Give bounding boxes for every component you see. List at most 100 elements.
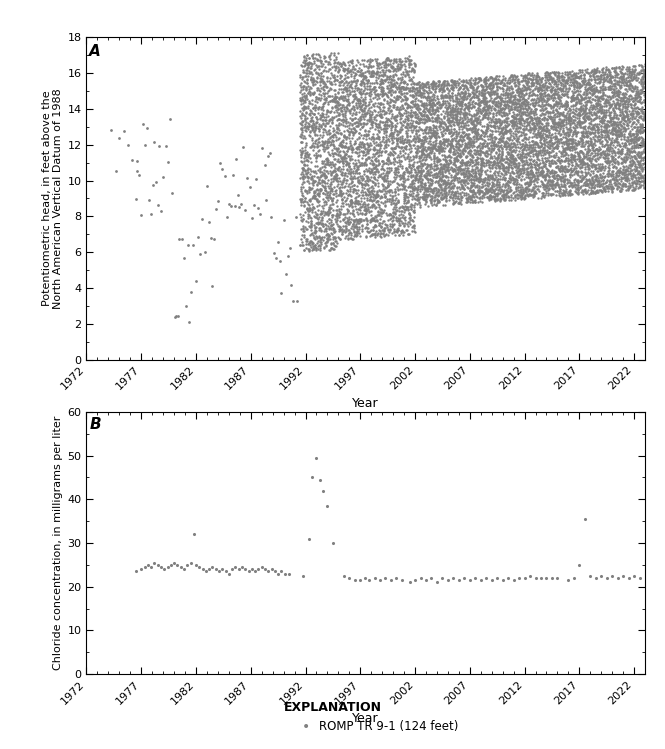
- Point: [415, 80, 426, 92]
- Point: [398, 137, 409, 149]
- Point: [519, 84, 529, 96]
- Point: [612, 180, 622, 192]
- Point: [553, 160, 563, 172]
- Point: [444, 94, 455, 106]
- Point: [392, 82, 402, 94]
- Point: [513, 159, 524, 171]
- Point: [384, 193, 394, 205]
- Point: [384, 208, 394, 220]
- Point: [296, 112, 307, 124]
- Point: [468, 88, 479, 100]
- Point: [513, 160, 523, 172]
- Point: [443, 161, 454, 173]
- Point: [476, 178, 487, 189]
- Point: [491, 70, 502, 82]
- Point: [426, 174, 436, 186]
- Point: [427, 145, 438, 157]
- Point: [551, 118, 562, 130]
- Point: [640, 114, 650, 126]
- Point: [615, 178, 626, 189]
- Point: [456, 106, 466, 118]
- Point: [377, 76, 388, 88]
- Point: [317, 175, 327, 187]
- Point: [446, 126, 456, 138]
- Point: [549, 118, 560, 130]
- Point: [358, 141, 368, 153]
- Point: [382, 169, 392, 181]
- Point: [376, 204, 386, 216]
- Point: [598, 97, 609, 109]
- Point: [348, 213, 358, 225]
- Point: [551, 97, 561, 109]
- Point: [387, 145, 398, 157]
- Point: [548, 88, 559, 100]
- Point: [512, 163, 523, 175]
- Point: [325, 233, 335, 245]
- Point: [636, 112, 646, 124]
- Point: [567, 110, 578, 122]
- Point: [593, 157, 604, 169]
- Point: [565, 104, 575, 116]
- Point: [431, 82, 442, 94]
- Point: [318, 219, 329, 231]
- Point: [344, 105, 355, 117]
- Point: [503, 183, 513, 195]
- Point: [585, 100, 596, 112]
- Point: [567, 136, 578, 148]
- Point: [460, 112, 470, 124]
- Point: [553, 118, 564, 130]
- Point: [376, 191, 386, 203]
- Point: [297, 229, 307, 241]
- Point: [620, 72, 631, 84]
- Point: [432, 127, 443, 139]
- Point: [477, 157, 487, 169]
- Point: [384, 184, 394, 196]
- Point: [562, 138, 573, 150]
- Point: [430, 139, 441, 151]
- Point: [315, 76, 325, 88]
- Point: [540, 88, 551, 100]
- Point: [554, 164, 565, 176]
- Point: [620, 105, 631, 117]
- Point: [493, 133, 504, 145]
- Point: [328, 94, 338, 106]
- Point: [415, 175, 426, 187]
- Point: [449, 76, 460, 88]
- Point: [491, 100, 501, 112]
- Point: [454, 77, 464, 89]
- Point: [396, 150, 406, 162]
- Point: [460, 109, 471, 121]
- Point: [404, 61, 415, 73]
- Point: [508, 176, 519, 188]
- Point: [485, 92, 496, 104]
- Point: [424, 94, 435, 106]
- Point: [614, 150, 624, 162]
- Point: [451, 126, 462, 138]
- Point: [593, 178, 603, 189]
- Point: [593, 124, 603, 136]
- Point: [602, 128, 613, 140]
- Point: [338, 570, 349, 582]
- Point: [534, 134, 545, 146]
- Point: [634, 67, 644, 79]
- Point: [374, 144, 384, 156]
- Point: [319, 97, 329, 109]
- Point: [378, 55, 389, 67]
- Point: [593, 66, 604, 78]
- Point: [624, 134, 635, 146]
- Point: [565, 79, 576, 91]
- Point: [517, 79, 528, 91]
- Point: [569, 126, 579, 138]
- Point: [573, 81, 584, 93]
- Point: [359, 77, 370, 89]
- Point: [359, 91, 370, 103]
- Point: [446, 103, 456, 115]
- Point: [442, 76, 452, 88]
- Point: [378, 133, 388, 145]
- Point: [364, 58, 374, 70]
- Point: [512, 167, 523, 179]
- Point: [427, 184, 438, 196]
- Point: [634, 111, 644, 123]
- Point: [348, 126, 358, 138]
- Point: [519, 82, 530, 94]
